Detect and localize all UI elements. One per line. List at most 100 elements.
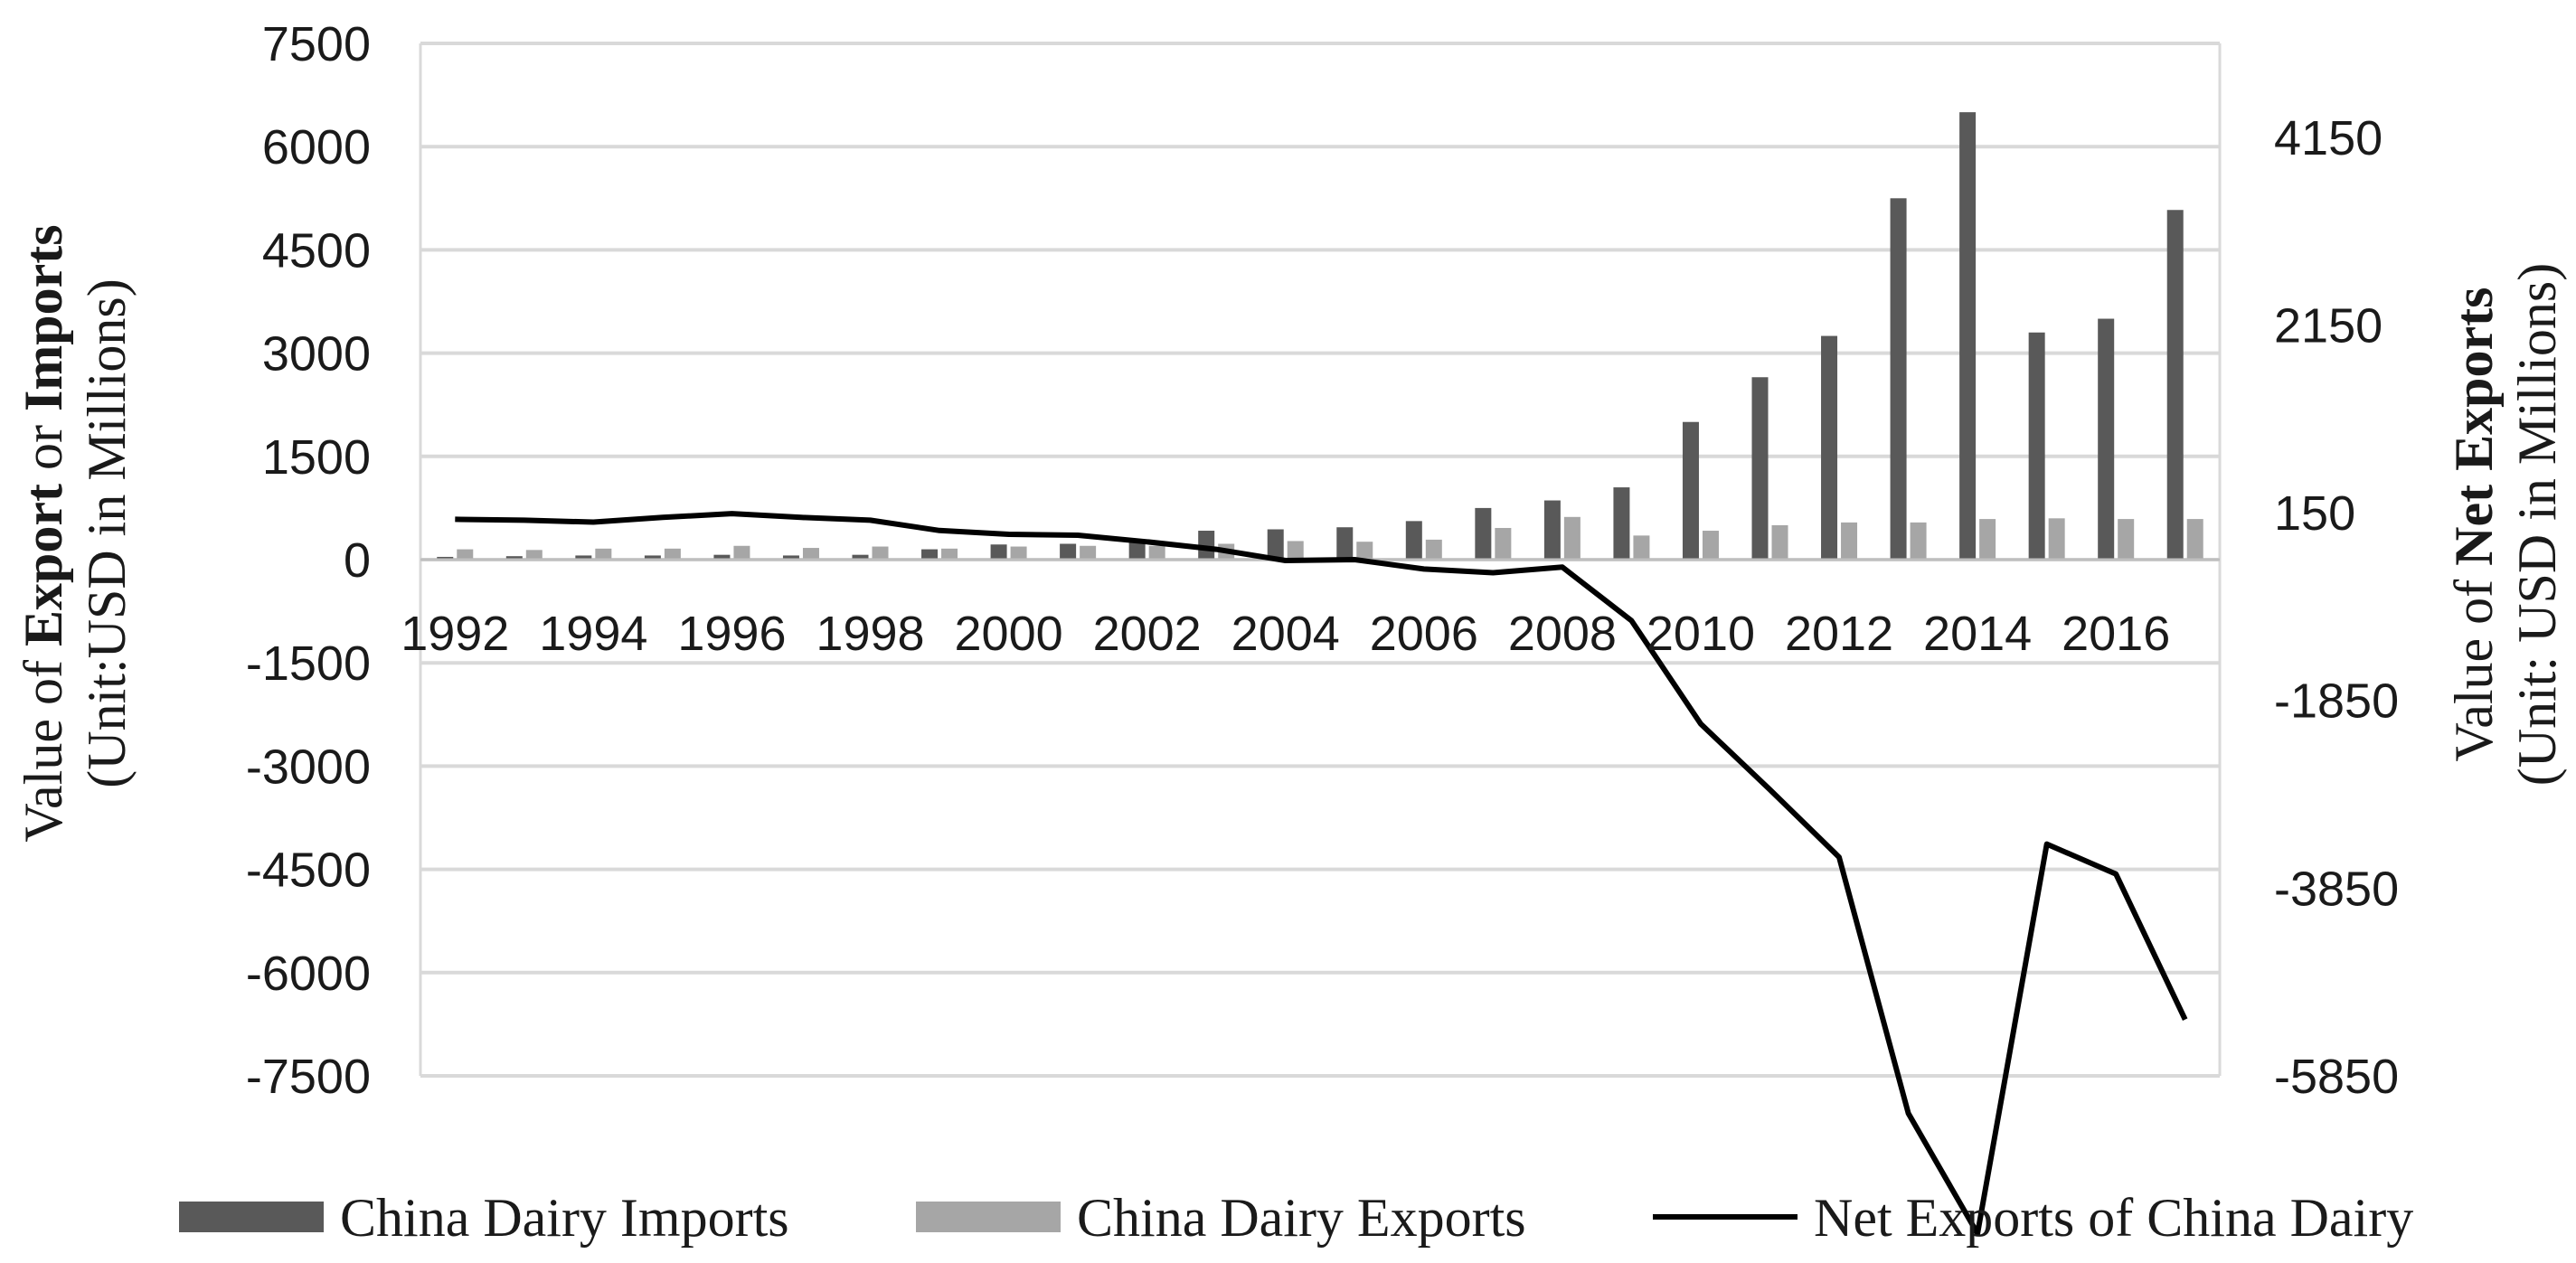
import-bar-2017	[2166, 210, 2184, 560]
left-tick-label: -1500	[246, 636, 371, 691]
right-tick-label: -1850	[2274, 674, 2399, 729]
import-bar-2016	[2098, 318, 2115, 560]
export-bar-1996	[733, 545, 750, 560]
export-bar-2000	[1010, 546, 1027, 560]
export-bar-2002	[1148, 545, 1165, 560]
x-tick-label: 2012	[1785, 607, 1893, 661]
right-axis-title-line1: Value of Net Exports	[2444, 287, 2504, 762]
export-bar-1992	[457, 549, 474, 560]
export-bar-2017	[2186, 519, 2203, 560]
export-bar-2014	[1979, 519, 1996, 560]
import-bar-1993	[505, 556, 523, 560]
right-tick-label: -3850	[2274, 862, 2399, 916]
import-bar-2013	[1890, 198, 1907, 561]
import-bar-2005	[1336, 527, 1354, 560]
x-tick-label: 2002	[1093, 607, 1202, 661]
x-tick-label: 1994	[539, 607, 647, 661]
import-bar-1996	[713, 554, 731, 560]
right-tick-label: -5850	[2274, 1050, 2399, 1104]
x-tick-label: 2016	[2062, 607, 2170, 661]
export-bar-2006	[1425, 539, 1442, 560]
net-exports-line	[455, 511, 2188, 1237]
export-bar-2009	[1633, 535, 1650, 560]
import-bar-2011	[1751, 377, 1769, 560]
left-tick-label: 3000	[262, 327, 371, 382]
right-axis-ticks: 4150 2150 150 -1850 -3850 -5850	[2274, 111, 2399, 1104]
import-bar-1994	[575, 555, 592, 560]
export-bar-2012	[1841, 522, 1858, 560]
legend: China Dairy Imports China Dairy Exports …	[179, 1188, 2413, 1248]
left-tick-label: -6000	[246, 947, 371, 1001]
import-bar-1998	[852, 554, 869, 560]
left-axis-title: Value of Export or Imports (Unit:USD in …	[14, 224, 137, 842]
import-bar-2004	[1267, 529, 1284, 560]
export-bar-1994	[595, 548, 612, 560]
export-bar-1995	[664, 548, 681, 560]
import-bar-2000	[990, 544, 1007, 560]
right-tick-label: 2150	[2274, 298, 2383, 353]
left-tick-label: -4500	[246, 844, 371, 898]
export-bar-2013	[1910, 522, 1927, 560]
x-tick-label: 2006	[1370, 607, 1478, 661]
export-bar-2011	[1771, 524, 1788, 560]
bars	[437, 112, 2203, 561]
export-bar-2008	[1563, 516, 1581, 560]
legend-label-exports: China Dairy Exports	[1077, 1188, 1526, 1248]
legend-label-net-exports: Net Exports of China Dairy	[1814, 1188, 2413, 1248]
import-bar-2008	[1543, 500, 1561, 560]
export-bar-2007	[1495, 527, 1512, 560]
x-tick-label: 1992	[401, 607, 509, 661]
left-tick-label: -7500	[246, 1050, 371, 1104]
x-tick-label: 2004	[1231, 607, 1340, 661]
import-bar-2015	[2028, 332, 2045, 560]
right-tick-label: 4150	[2274, 111, 2383, 165]
import-bar-1999	[921, 549, 939, 560]
left-tick-label: 1500	[262, 430, 371, 485]
left-axis-ticks: 7500 6000 4500 3000 1500 0 -1500 -3000 -4500 -600…	[246, 17, 371, 1104]
import-bar-1997	[782, 555, 799, 560]
gridlines	[420, 42, 2220, 1078]
export-bar-2015	[2048, 518, 2065, 560]
import-bar-2002	[1128, 539, 1146, 560]
import-bar-2001	[1060, 543, 1077, 560]
x-tick-label: 1996	[677, 607, 786, 661]
x-tick-label: 2014	[1923, 607, 2032, 661]
export-bar-1998	[872, 546, 889, 560]
right-tick-label: 150	[2274, 486, 2355, 541]
export-bar-1999	[941, 548, 958, 560]
export-bar-2001	[1080, 545, 1097, 560]
import-bar-1992	[437, 556, 454, 560]
import-bar-2003	[1198, 531, 1215, 560]
x-tick-label: 1998	[816, 607, 924, 661]
x-tick-label: 2000	[955, 607, 1063, 661]
import-bar-1995	[644, 555, 661, 560]
import-bar-2009	[1613, 487, 1630, 560]
export-bar-1997	[802, 548, 819, 560]
export-bar-1993	[525, 550, 543, 560]
legend-swatch-imports	[179, 1202, 324, 1232]
right-axis-title-line2: (Unit: USD in Millions)	[2507, 263, 2567, 786]
legend-item-exports: China Dairy Exports	[916, 1188, 1526, 1248]
legend-item-net-exports: Net Exports of China Dairy	[1653, 1188, 2413, 1248]
left-tick-label: 0	[344, 533, 371, 588]
legend-swatch-exports	[916, 1202, 1061, 1232]
left-axis-title-line2: (Unit:USD in Millions)	[77, 278, 137, 787]
left-tick-label: 6000	[262, 120, 371, 174]
export-bar-2005	[1356, 542, 1373, 560]
legend-item-imports: China Dairy Imports	[179, 1188, 789, 1248]
left-tick-label: 4500	[262, 223, 371, 278]
export-bar-2010	[1702, 531, 1719, 560]
left-tick-label: -3000	[246, 740, 371, 794]
left-axis-title-line1: Value of Export or Imports	[14, 224, 73, 842]
import-bar-2006	[1405, 521, 1422, 560]
import-bar-2012	[1821, 335, 1838, 560]
export-bar-2016	[2118, 519, 2135, 560]
legend-label-imports: China Dairy Imports	[340, 1188, 789, 1248]
x-axis-ticks: 1992 1994 1996 1998 2000 2002 2004 2006 2008 2010…	[401, 607, 2170, 661]
x-tick-label: 2010	[1647, 607, 1755, 661]
export-bar-2004	[1287, 541, 1304, 560]
import-bar-2007	[1475, 507, 1492, 560]
right-axis-title: Value of Net Exports (Unit: USD in Milli…	[2444, 263, 2567, 786]
left-tick-label: 7500	[262, 17, 371, 71]
